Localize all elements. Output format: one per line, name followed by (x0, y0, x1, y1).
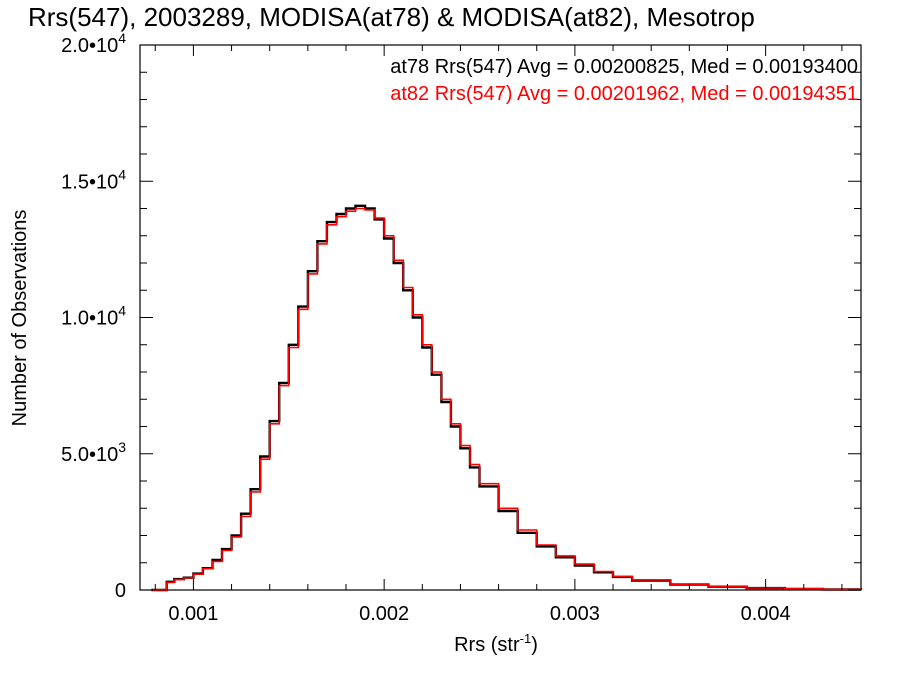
x-axis-label-close: ) (531, 634, 538, 656)
x-tick-label: 0.002 (359, 603, 409, 625)
y-axis-label: Number of Observations (9, 210, 31, 427)
series-line-at82 (151, 207, 862, 591)
x-axis: 0.001 0.002 0.003 0.004 (154, 45, 843, 625)
legend-entry-at78: at78 Rrs(547) Avg = 0.00200825, Med = 0.… (390, 56, 858, 78)
series-group (151, 204, 863, 592)
y-tick-label: 1.0•104 (61, 303, 126, 330)
x-tick-label: 0.003 (550, 603, 600, 625)
series-line-at78 (151, 204, 863, 592)
y-tick-label: 5.0•103 (61, 439, 126, 466)
x-axis-label-sup: -1 (520, 631, 532, 646)
chart-title: Rrs(547), 2003289, MODISA(at78) & MODISA… (28, 2, 755, 32)
legend-entry-at82: at82 Rrs(547) Avg = 0.00201962, Med = 0.… (390, 83, 858, 105)
y-tick-label: 1.5•104 (61, 166, 126, 193)
x-tick-label: 0.001 (168, 603, 218, 625)
x-axis-label-main: Rrs (str (454, 634, 520, 656)
y-tick-label: 0 (115, 580, 126, 602)
x-axis-label: Rrs (str-1) (454, 631, 538, 656)
y-tick-label: 2.0•104 (61, 30, 126, 57)
y-axis: 0 5.0•103 1.0•104 1.5•104 2.0•104 (61, 30, 861, 602)
x-tick-label: 0.004 (741, 603, 791, 625)
